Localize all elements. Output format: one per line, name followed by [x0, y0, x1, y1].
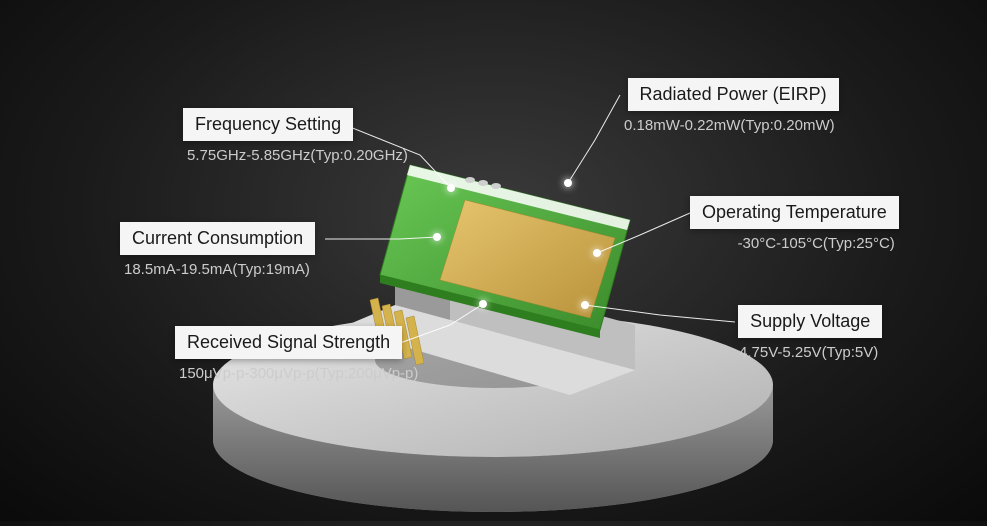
callout-received-signal-strength: Received Signal Strength 150μVp-p-300μVp…: [175, 326, 422, 382]
callout-value: -30°C-105°C(Typ:25°C): [734, 229, 899, 252]
callout-value: 150μVp-p-300μVp-p(Typ:200μVp-p): [175, 359, 422, 382]
callout-title: Supply Voltage: [738, 305, 882, 338]
callout-operating-temperature: Operating Temperature -30°C-105°C(Typ:25…: [690, 196, 899, 252]
callout-current-consumption: Current Consumption 18.5mA-19.5mA(Typ:19…: [120, 222, 315, 278]
callout-supply-voltage: Supply Voltage 4.75V-5.25V(Typ:5V): [735, 305, 882, 361]
callout-value: 5.75GHz-5.85GHz(Typ:0.20GHz): [183, 141, 412, 164]
callout-title: Frequency Setting: [183, 108, 353, 141]
callout-title: Radiated Power (EIRP): [628, 78, 839, 111]
callout-title: Operating Temperature: [690, 196, 899, 229]
callout-title: Current Consumption: [120, 222, 315, 255]
callout-value: 0.18mW-0.22mW(Typ:0.20mW): [620, 111, 839, 134]
scene-stage: Frequency Setting 5.75GHz-5.85GHz(Typ:0.…: [0, 0, 987, 521]
callout-frequency: Frequency Setting 5.75GHz-5.85GHz(Typ:0.…: [183, 108, 412, 164]
callout-value: 18.5mA-19.5mA(Typ:19mA): [120, 255, 314, 278]
callout-value: 4.75V-5.25V(Typ:5V): [735, 338, 882, 361]
callout-title: Received Signal Strength: [175, 326, 402, 359]
callout-radiated-power: Radiated Power (EIRP) 0.18mW-0.22mW(Typ:…: [620, 78, 839, 134]
